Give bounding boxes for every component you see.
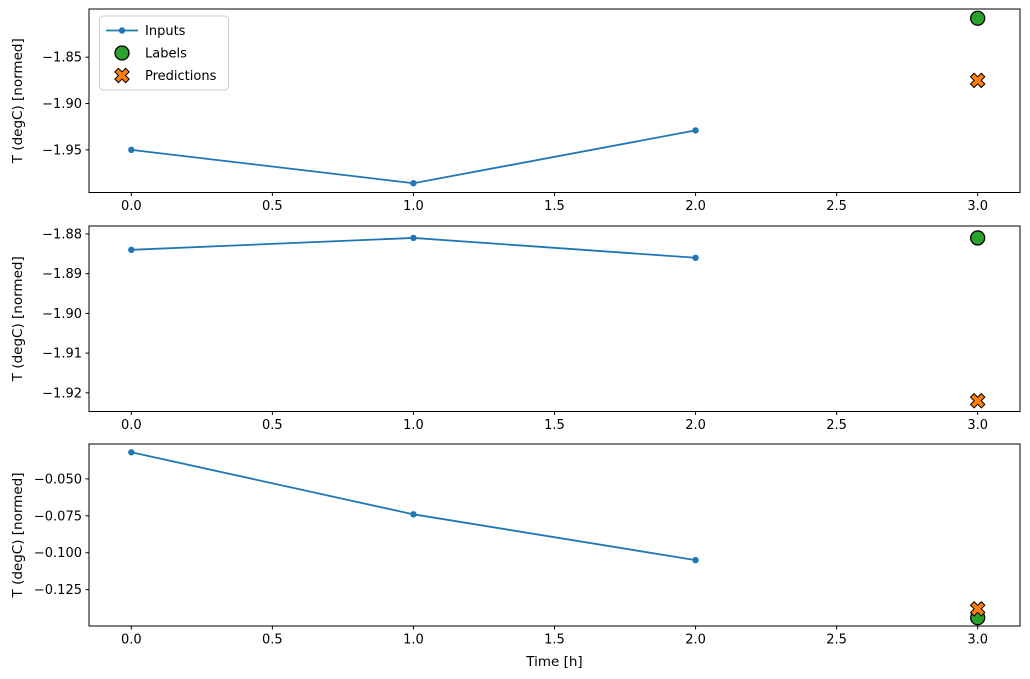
x-tick-label: 2.0 xyxy=(685,199,706,214)
y-tick-label: −0.100 xyxy=(34,546,82,561)
y-tick-label: −0.050 xyxy=(34,472,82,487)
y-tick-label: −0.125 xyxy=(34,583,82,598)
y-tick-label: −1.95 xyxy=(42,143,82,158)
legend-label: Labels xyxy=(145,47,187,62)
legend-label: Inputs xyxy=(145,24,186,39)
x-tick-label: 0.0 xyxy=(121,199,142,214)
y-tick-label: −1.91 xyxy=(42,347,82,362)
x-tick-label: 2.0 xyxy=(685,418,706,433)
series-inputs xyxy=(128,127,699,187)
series-inputs xyxy=(128,234,699,261)
predictions-marker xyxy=(969,601,986,617)
x-tick-label: 3.0 xyxy=(967,418,988,433)
legend-entry-predictions: Predictions xyxy=(114,67,217,84)
inputs-point-marker xyxy=(692,127,699,134)
x-tick-label: 0.5 xyxy=(262,633,283,648)
predictions-marker xyxy=(969,392,986,409)
x-tick-label: 1.5 xyxy=(544,633,565,648)
x-tick-label: 3.0 xyxy=(967,633,988,648)
subplot-2: 0.0 0.5 1.0 1.5 2.0 2.5 3.0 −1.88 −1.89 −1.90 −1.9… xyxy=(10,225,1021,433)
y-tick-label: −1.90 xyxy=(42,97,82,112)
x-tick-label: 0.5 xyxy=(262,418,283,433)
y-axis-label: T (degC) [normed] xyxy=(10,473,26,599)
x-tick-label: 0.0 xyxy=(121,418,142,433)
series-labels xyxy=(970,230,986,246)
x-tick-label: 3.0 xyxy=(967,199,988,214)
labels-marker xyxy=(114,45,130,61)
subplot-1: 0.0 0.5 1.0 1.5 2.0 2.5 3.0 −1.85 −1.90 −1.95 T (d… xyxy=(10,8,1021,214)
y-tick-label: −1.85 xyxy=(42,51,82,66)
inputs-point-marker xyxy=(128,246,135,254)
x-tick-label: 2.0 xyxy=(685,633,706,648)
y-tick-label: −0.075 xyxy=(34,509,82,524)
legend-entry-labels: Labels xyxy=(114,45,187,62)
x-axis-label: Time [h] xyxy=(525,654,582,670)
legend-entry-inputs: Inputs xyxy=(106,24,186,39)
inputs-point-marker xyxy=(128,449,135,456)
x-tick-label: 2.5 xyxy=(826,199,847,214)
inputs-point-marker xyxy=(410,511,417,518)
inputs-line xyxy=(131,451,696,561)
y-tick-label: −1.92 xyxy=(42,386,82,401)
legend-inputs-dot xyxy=(118,27,126,34)
x-tick-label: 0.5 xyxy=(262,199,283,214)
labels-marker xyxy=(970,230,986,246)
inputs-point-marker xyxy=(692,556,699,564)
inputs-point-marker xyxy=(410,234,417,242)
x-tick-label: 1.5 xyxy=(544,418,565,433)
y-tick-label: −1.88 xyxy=(42,227,82,242)
y-axis-label: T (degC) [normed] xyxy=(10,256,26,382)
subplot-3: 0.0 0.5 1.0 1.5 2.0 2.5 3.0 −0.050 −0.075 −0.100 −… xyxy=(10,443,1021,670)
predictions-marker xyxy=(969,72,986,89)
y-axis-label: T (degC) [normed] xyxy=(10,38,26,164)
inputs-point-marker xyxy=(692,254,699,261)
labels-marker xyxy=(970,10,986,26)
series-predictions xyxy=(969,72,986,89)
y-tick-label: −1.89 xyxy=(42,267,82,282)
series-predictions xyxy=(969,601,986,617)
inputs-point-marker xyxy=(410,180,417,187)
x-tick-label: 1.0 xyxy=(403,199,424,214)
axes-spines xyxy=(88,443,1021,627)
inputs-line xyxy=(131,129,696,185)
x-tick-label: 2.5 xyxy=(826,418,847,433)
predictions-marker xyxy=(114,67,130,84)
series-inputs xyxy=(128,449,699,564)
x-tick-label: 0.0 xyxy=(121,633,142,648)
inputs-point-marker xyxy=(128,146,135,154)
x-tick-label: 1.0 xyxy=(403,633,424,648)
legend-label: Predictions xyxy=(145,69,217,84)
x-tick-label: 1.0 xyxy=(403,418,424,433)
legend-box xyxy=(99,15,229,91)
x-tick-label: 2.5 xyxy=(826,633,847,648)
x-tick-label: 1.5 xyxy=(544,199,565,214)
legend: Inputs Labels Predictions xyxy=(99,15,229,91)
series-predictions xyxy=(969,392,986,409)
series-labels xyxy=(970,10,986,26)
y-tick-label: −1.90 xyxy=(42,307,82,322)
axes-spines xyxy=(88,225,1021,412)
